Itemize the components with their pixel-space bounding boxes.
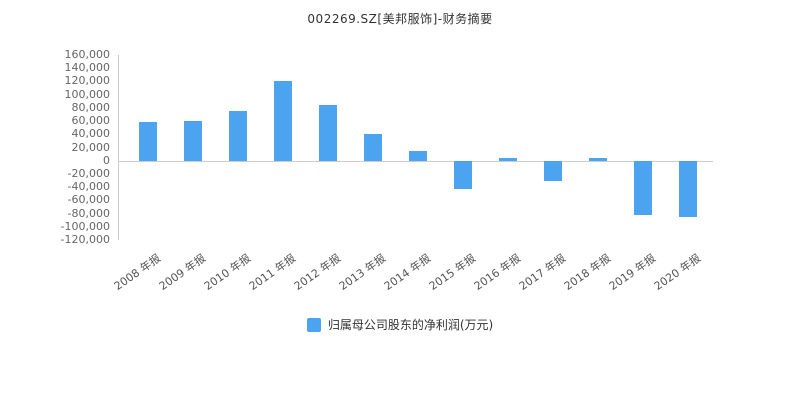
bar[interactable] xyxy=(229,111,247,161)
bar[interactable] xyxy=(409,151,427,161)
bar[interactable] xyxy=(589,158,607,161)
y-tick-label: -120,000 xyxy=(60,233,110,246)
chart-title: 002269.SZ[美邦服饰]-财务摘要 xyxy=(307,12,493,26)
x-axis-label: 2020 年报 xyxy=(651,251,703,293)
x-axis-label: 2014 年报 xyxy=(381,251,433,293)
y-tick-label: 60,000 xyxy=(71,114,111,128)
legend: 归属母公司股东的净利润(万元) xyxy=(0,316,800,336)
x-axis-label: 2017 年报 xyxy=(516,251,568,293)
x-axis-label: 2010 年报 xyxy=(201,251,253,293)
x-axis-label: 2009 年报 xyxy=(156,251,208,293)
y-tick-label: 100,000 xyxy=(64,87,111,101)
x-axis-label: 2012 年报 xyxy=(291,251,343,293)
y-tick-label: -40,000 xyxy=(67,180,110,194)
y-tick-label: 120,000 xyxy=(64,74,111,88)
bar[interactable] xyxy=(634,160,652,216)
x-axis-label: 2011 年报 xyxy=(246,251,298,293)
bar[interactable] xyxy=(184,120,202,161)
legend-swatch-icon xyxy=(306,317,321,332)
x-axis-label: 2008 年报 xyxy=(111,251,163,293)
legend-label: 归属母公司股东的净利润(万元) xyxy=(327,318,494,332)
bar[interactable] xyxy=(319,104,337,161)
bar[interactable] xyxy=(544,160,562,181)
y-tick-label: 20,000 xyxy=(71,140,111,154)
y-tick-label: 0 xyxy=(103,153,110,167)
y-tick-label: 160,000 xyxy=(64,48,111,61)
y-tick-label: 40,000 xyxy=(71,127,111,141)
zero-line xyxy=(118,161,713,162)
y-tick-label: 140,000 xyxy=(64,61,111,75)
y-tick-label: -20,000 xyxy=(67,166,110,180)
y-axis-line xyxy=(118,55,119,240)
x-axis-label: 2015 年报 xyxy=(426,251,478,293)
y-tick-label: -80,000 xyxy=(67,206,110,220)
y-tick-label: -100,000 xyxy=(60,219,110,233)
y-tick-label: -60,000 xyxy=(67,193,110,207)
x-axis-label: 2018 年报 xyxy=(561,251,613,293)
x-axis-label: 2016 年报 xyxy=(471,251,523,293)
x-axis-label: 2013 年报 xyxy=(336,251,388,293)
bar[interactable] xyxy=(274,81,292,161)
bar[interactable] xyxy=(454,160,472,190)
x-axis-label: 2019 年报 xyxy=(606,251,658,293)
bar[interactable] xyxy=(679,160,697,218)
bar[interactable] xyxy=(499,158,517,161)
bar[interactable] xyxy=(139,121,157,161)
legend-item[interactable]: 归属母公司股东的净利润(万元) xyxy=(306,316,494,333)
bar[interactable] xyxy=(364,133,382,161)
y-tick-label: 80,000 xyxy=(71,100,111,114)
